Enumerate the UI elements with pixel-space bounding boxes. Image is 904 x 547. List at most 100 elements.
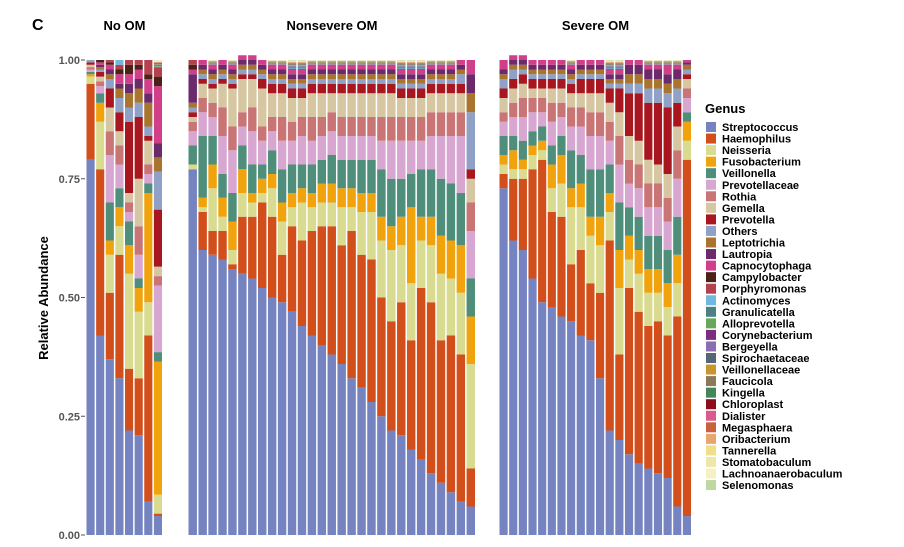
bar-segment [644,159,653,184]
bar-segment [238,74,247,79]
bar-segment [416,288,426,459]
legend-swatch [706,202,716,213]
bar-segment [644,326,653,469]
bar-segment [426,112,436,136]
bar-segment [663,74,672,84]
legend-label: Corynebacterium [722,330,813,342]
bar-segment [307,64,317,70]
legend-label: Leptotrichia [722,238,786,250]
bar-segment [377,93,386,117]
bar-segment [96,64,105,68]
sample-bar [605,60,614,535]
bar-segment [307,79,317,84]
bar-segment [258,164,267,179]
legend-label: Megasphaera [722,422,793,434]
bar-segment [387,117,396,141]
bar-segment [663,307,672,336]
bar-segment [125,368,134,431]
bar-segment [153,285,162,353]
bar-segment [307,335,317,535]
bar-segment [357,159,366,193]
bar-segment [397,68,406,69]
sample-bar [547,60,556,535]
bar-segment [624,259,634,288]
bar-segment [357,387,366,535]
bar-segment [547,74,556,79]
bar-segment [416,66,426,68]
bar-segment [653,88,663,103]
bar-segment [277,140,287,170]
bar-segment [134,378,143,436]
bar-segment [86,159,95,535]
bar-segment [663,83,672,94]
bar-segment [307,83,317,94]
bar-segment [188,117,197,122]
bar-segment [248,60,257,65]
legend-swatch [706,179,716,190]
bar-segment [615,79,624,84]
group-title: Severe OM [562,18,629,33]
bar-segment [509,150,518,170]
bar-segment [248,278,257,535]
bar-segment [528,79,537,89]
bar-segment [96,102,105,122]
bar-segment [357,64,366,70]
bar-segment [518,69,527,75]
bar-segment [347,231,356,379]
legend-item: Veillonella [706,168,777,180]
bar-segment [466,202,475,231]
bar-segment [499,60,508,70]
bar-segment [397,61,406,63]
bar-segment [416,65,426,66]
bar-segment [397,74,406,79]
bar-segment [615,61,624,62]
bar-segment [406,61,416,63]
bar-segment [208,79,217,84]
bar-segment [218,74,227,79]
legend-label: Rothia [722,191,757,203]
bar-segment [456,112,466,136]
bar-segment [115,188,124,208]
bar-segment [416,63,426,65]
bar-segment [153,516,162,535]
bar-segment [96,76,105,82]
bar-segment [297,88,307,98]
bar-segment [347,93,356,117]
bar-segment [105,292,114,360]
legend-swatch [706,272,716,283]
bar-segment [218,174,227,198]
bar-segment [357,83,366,94]
bar-segment [258,88,267,127]
legend-item: Porphyromonas [706,283,806,296]
bar-segment [115,83,124,89]
bar-segment [624,159,634,184]
bar-segment [586,235,595,284]
bar-segment [538,159,547,303]
bar-segment [105,79,114,89]
bar-segment [509,69,518,79]
bar-segment [634,188,643,217]
bar-segment [466,60,475,75]
bar-segment [115,207,124,227]
bar-segment [125,121,134,193]
bar-segment [198,60,207,65]
bar-segment [466,231,475,279]
bar-segment [567,126,576,151]
bar-segment [663,250,672,284]
bar-segment [307,93,317,117]
legend-label: Stomatobaculum [722,457,811,469]
bar-segment [416,216,426,241]
bar-segment [644,269,653,293]
sample-bar [509,55,518,535]
sample-bar [188,60,197,535]
sample-bar [466,60,475,535]
bar-segment [644,88,653,103]
legend-swatch [706,214,716,225]
bar-segment [144,93,153,103]
bar-segment [134,102,143,117]
bar-segment [367,83,376,94]
bar-segment [615,64,624,66]
bar-segment [297,62,307,63]
bar-segment [387,250,396,322]
bar-segment [518,159,527,170]
